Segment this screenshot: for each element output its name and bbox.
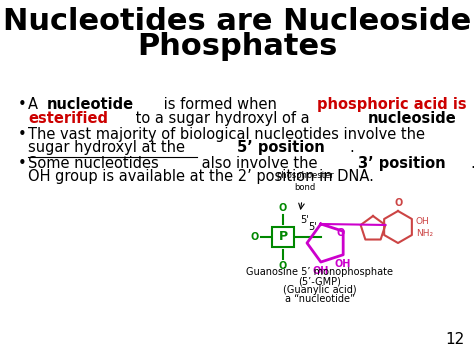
Text: sugar hydroxyl at the: sugar hydroxyl at the <box>28 140 190 155</box>
Text: a “nucleotide”: a “nucleotide” <box>285 294 355 304</box>
Text: 3’ position: 3’ position <box>358 156 446 171</box>
Text: Nucleotides are Nucleoside: Nucleotides are Nucleoside <box>3 7 471 36</box>
Text: •: • <box>18 127 27 142</box>
Text: 5': 5' <box>300 215 309 225</box>
Text: also involve the: also involve the <box>197 156 322 171</box>
Text: 12: 12 <box>446 332 465 347</box>
Text: O: O <box>337 228 345 238</box>
Text: nucleoside: nucleoside <box>368 111 456 126</box>
Text: Some nucleotides: Some nucleotides <box>28 156 159 171</box>
Text: •: • <box>18 97 27 112</box>
Text: OH: OH <box>416 217 430 225</box>
Text: is formed when: is formed when <box>159 97 282 112</box>
Text: esterified: esterified <box>28 111 108 126</box>
Text: (Guanylic acid): (Guanylic acid) <box>283 285 357 295</box>
Text: OH group is available at the 2’ position in DNA.: OH group is available at the 2’ position… <box>28 169 374 184</box>
Text: O: O <box>251 232 259 242</box>
Text: OH: OH <box>313 266 329 276</box>
Text: O: O <box>279 261 287 271</box>
Text: phosphoric acid is: phosphoric acid is <box>318 97 467 112</box>
Text: •: • <box>18 156 27 171</box>
Text: Phosphates: Phosphates <box>137 32 337 61</box>
Text: OH: OH <box>335 259 351 269</box>
Text: P: P <box>278 230 288 244</box>
Text: 5’ position: 5’ position <box>237 140 324 155</box>
Text: to a sugar hydroxyl of a: to a sugar hydroxyl of a <box>131 111 314 126</box>
Text: The vast majority of biological nucleotides involve the: The vast majority of biological nucleoti… <box>28 127 425 142</box>
Text: (5’-GMP): (5’-GMP) <box>299 276 341 286</box>
Text: . No: . No <box>471 156 474 171</box>
Text: Guanosine 5’ monophosphate: Guanosine 5’ monophosphate <box>246 267 393 277</box>
Text: nucleotide: nucleotide <box>47 97 134 112</box>
Text: NH₂: NH₂ <box>416 229 433 237</box>
Text: .: . <box>350 140 355 155</box>
Text: phosphoester
bond: phosphoester bond <box>276 171 334 192</box>
Text: 5': 5' <box>309 222 318 232</box>
FancyBboxPatch shape <box>272 227 294 247</box>
Text: A: A <box>28 97 43 112</box>
Text: O: O <box>395 198 403 208</box>
Text: O: O <box>279 203 287 213</box>
